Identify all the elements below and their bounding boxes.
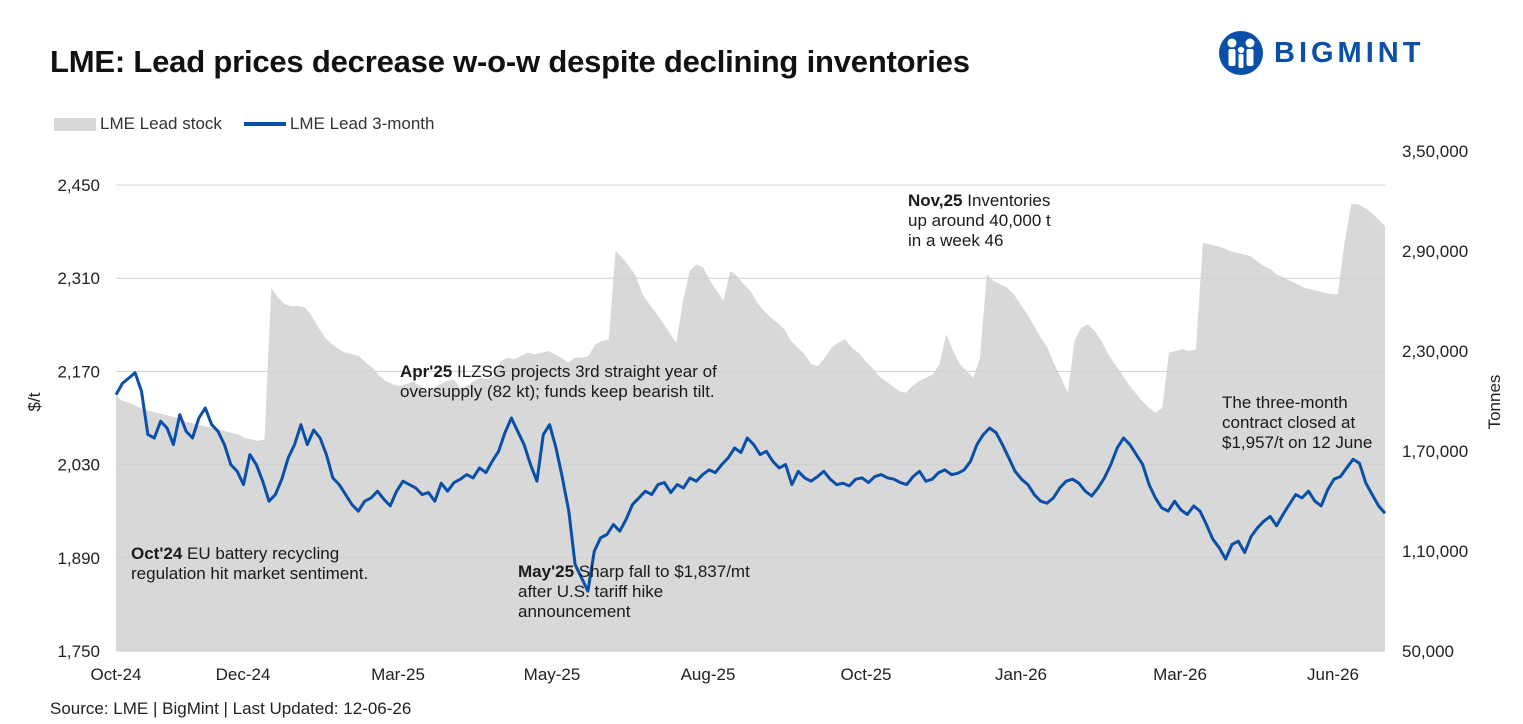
annotation-nov25-date: Nov,25 [908, 191, 963, 210]
annotation-apr25-text: ILZSG projects 3rd straight year of over… [400, 362, 717, 401]
x-tick-label: Mar-25 [371, 665, 425, 684]
y-tick-label: 2,310 [57, 269, 100, 288]
chart-title: LME: Lead prices decrease w-o-w despite … [50, 44, 970, 79]
brand-name: BIGMINT [1274, 36, 1425, 69]
x-tick-label: Aug-25 [681, 665, 736, 684]
y-tick-label: 1,750 [57, 642, 100, 661]
stock-area [116, 204, 1385, 652]
y2-tick-label: 2,30,000 [1402, 342, 1468, 361]
annotation-apr25: Apr'25 ILZSG projects 3rd straight year … [400, 362, 770, 402]
y-tick-label: 2,450 [57, 176, 100, 195]
brand-logo: BIGMINT [1218, 28, 1424, 78]
annotation-oct24-text: EU battery recycling regulation hit mark… [131, 544, 369, 583]
y2-axis-label: Tonnes [1485, 375, 1504, 430]
annotation-may25-text: Sharp fall to $1,837/mt after U.S. tarif… [518, 562, 750, 621]
annotation-may25: May'25 Sharp fall to $1,837/mt after U.S… [518, 562, 778, 622]
source-note: Source: LME | BigMint | Last Updated: 12… [50, 699, 412, 718]
price-line [114, 371, 1387, 593]
x-tick-label: Oct-24 [90, 665, 141, 684]
y2-tick-label: 3,50,000 [1402, 142, 1468, 161]
x-tick-label: May-25 [524, 665, 581, 684]
annotation-jun26-text: The three-month contract closed at $1,95… [1222, 393, 1373, 452]
annotation-apr25-date: Apr'25 [400, 362, 453, 381]
y2-tick-label: 1,10,000 [1402, 542, 1468, 561]
y2-tick-label: 2,90,000 [1402, 242, 1468, 261]
y2-tick-label: 1,70,000 [1402, 442, 1468, 461]
legend: LME Lead stock LME Lead 3-month [54, 114, 435, 134]
y-tick-label: 1,890 [57, 549, 100, 568]
y2-tick-label: 50,000 [1402, 642, 1454, 661]
annotation-may25-date: May'25 [518, 562, 575, 581]
annotation-oct24: Oct'24 EU battery recycling regulation h… [131, 544, 381, 584]
legend-swatch-price [243, 122, 286, 126]
legend-swatch-stock [54, 117, 96, 131]
annotation-oct24-date: Oct'24 [131, 544, 183, 563]
x-tick-label: Jun-26 [1307, 665, 1359, 684]
y-axis-label: $/t [25, 392, 44, 411]
x-tick-label: Mar-26 [1153, 665, 1207, 684]
annotation-nov25: Nov,25 Inventories up around 40,000 t in… [908, 191, 1053, 251]
x-tick-label: Dec-24 [216, 665, 271, 684]
y-tick-label: 2,170 [57, 362, 100, 381]
y-tick-label: 2,030 [57, 456, 100, 475]
x-tick-label: Oct-25 [840, 665, 891, 684]
bigmint-logo-icon [1219, 31, 1263, 75]
annotation-nov25-text: Inventories up around 40,000 t in a week… [908, 191, 1051, 250]
legend-label-stock: LME Lead stock [100, 114, 222, 133]
annotation-jun26: The three-month contract closed at $1,95… [1222, 393, 1377, 453]
legend-label-price: LME Lead 3-month [289, 114, 435, 133]
x-tick-label: Jan-26 [995, 665, 1047, 684]
